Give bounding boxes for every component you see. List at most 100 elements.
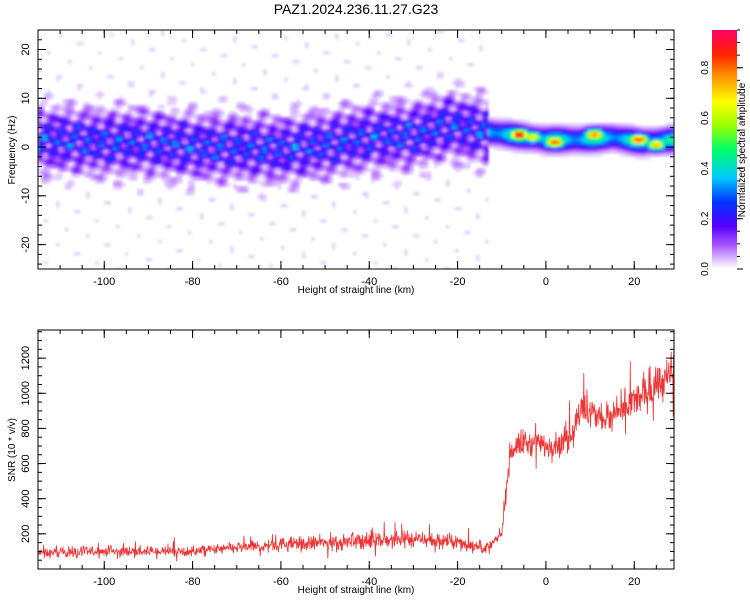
- heatmap-cell: [575, 141, 579, 145]
- heatmap-cell: [203, 126, 207, 130]
- heatmap-cell: [557, 123, 561, 127]
- heatmap-cell: [668, 138, 672, 142]
- heatmap-cell: [131, 168, 135, 172]
- heatmap-cell: [200, 90, 204, 94]
- heatmap-cell: [419, 102, 423, 106]
- heatmap-cell: [128, 126, 132, 130]
- heatmap-cell: [479, 126, 483, 130]
- heatmap-cell: [383, 102, 387, 106]
- heatmap-cell: [287, 129, 291, 133]
- heatmap-cell: [485, 150, 489, 154]
- heatmap-cell: [53, 150, 57, 154]
- heatmap-cell: [617, 135, 621, 139]
- heatmap-cell: [482, 150, 486, 154]
- heatmap-cell: [263, 111, 267, 115]
- heatmap-cell: [203, 165, 207, 169]
- heatmap-cell: [233, 147, 237, 151]
- heatmap-cell: [296, 114, 300, 118]
- heatmap-cell: [455, 123, 459, 127]
- heatmap-cell: [71, 129, 75, 133]
- heatmap-cell: [635, 141, 639, 145]
- heatmap-cell: [50, 138, 54, 142]
- heatmap-cell: [470, 120, 474, 124]
- heatmap-cell: [647, 129, 651, 133]
- heatmap-cell: [392, 105, 396, 109]
- heatmap-cell: [314, 105, 318, 109]
- heatmap-cell: [149, 258, 153, 262]
- heatmap-cell: [398, 99, 402, 103]
- heatmap-cell: [632, 138, 636, 142]
- heatmap-cell: [446, 90, 450, 94]
- heatmap-cell: [629, 126, 633, 130]
- heatmap-cell: [293, 129, 297, 133]
- heatmap-cell: [416, 117, 420, 121]
- heatmap-cell: [428, 96, 432, 100]
- heatmap-cell: [500, 129, 504, 133]
- heatmap-cell: [140, 147, 144, 151]
- heatmap-cell: [215, 111, 219, 115]
- heatmap-cell: [98, 177, 102, 181]
- heatmap-cell: [41, 129, 45, 133]
- heatmap-cell: [71, 180, 75, 184]
- heatmap-cell: [452, 123, 456, 127]
- heatmap-cell: [44, 111, 48, 115]
- heatmap-cell: [464, 96, 468, 100]
- heatmap-cell: [425, 120, 429, 124]
- heatmap-cell: [260, 111, 264, 115]
- heatmap-cell: [137, 129, 141, 133]
- heatmap-cell: [365, 234, 369, 238]
- heatmap-cell: [110, 165, 114, 169]
- heatmap-cell: [125, 141, 129, 145]
- heatmap-cell: [239, 156, 243, 160]
- heatmap-cell: [143, 129, 147, 133]
- heatmap-cell: [182, 147, 186, 151]
- heatmap-cell: [113, 132, 117, 136]
- heatmap-cell: [659, 129, 663, 133]
- heatmap-cell: [638, 153, 642, 157]
- heatmap-cell: [200, 141, 204, 145]
- heatmap-cell: [188, 189, 192, 193]
- heatmap-cell: [296, 60, 300, 64]
- heatmap-cell: [152, 144, 156, 148]
- heatmap-cell: [47, 111, 51, 115]
- heatmap-cell: [380, 126, 384, 130]
- heatmap-cell: [452, 162, 456, 166]
- heatmap-cell: [353, 156, 357, 160]
- heatmap-cell: [371, 126, 375, 130]
- heatmap-cell: [356, 138, 360, 142]
- heatmap-cell: [350, 144, 354, 148]
- y-tick-label: 400: [20, 490, 32, 508]
- heatmap-cell: [281, 159, 285, 163]
- heatmap-cell: [56, 102, 60, 106]
- heatmap-cell: [425, 150, 429, 154]
- heatmap-cell: [419, 138, 423, 142]
- heatmap-cell: [395, 159, 399, 163]
- heatmap-cell: [584, 135, 588, 139]
- heatmap-cell: [254, 177, 258, 181]
- heatmap-cell: [47, 51, 51, 55]
- heatmap-cell: [200, 129, 204, 133]
- heatmap-cell: [62, 165, 66, 169]
- heatmap-cell: [437, 111, 441, 115]
- heatmap-cell: [122, 129, 126, 133]
- heatmap-cell: [470, 63, 474, 67]
- heatmap-cell: [200, 48, 204, 52]
- heatmap-cell: [206, 168, 210, 172]
- heatmap-cell: [497, 144, 501, 148]
- heatmap-cell: [380, 150, 384, 154]
- heatmap-cell: [350, 159, 354, 163]
- heatmap-cell: [500, 147, 504, 151]
- heatmap-cell: [59, 177, 63, 181]
- heatmap-cell: [209, 147, 213, 151]
- heatmap-cell: [332, 156, 336, 160]
- heatmap-cell: [293, 138, 297, 142]
- heatmap-cell: [101, 150, 105, 154]
- heatmap-cell: [56, 153, 60, 157]
- heatmap-cell: [104, 174, 108, 178]
- heatmap-cell: [470, 156, 474, 160]
- heatmap-cell: [281, 168, 285, 172]
- heatmap-cell: [305, 117, 309, 121]
- heatmap-cell: [56, 108, 60, 112]
- heatmap-cell: [179, 177, 183, 181]
- heatmap-cell: [215, 135, 219, 139]
